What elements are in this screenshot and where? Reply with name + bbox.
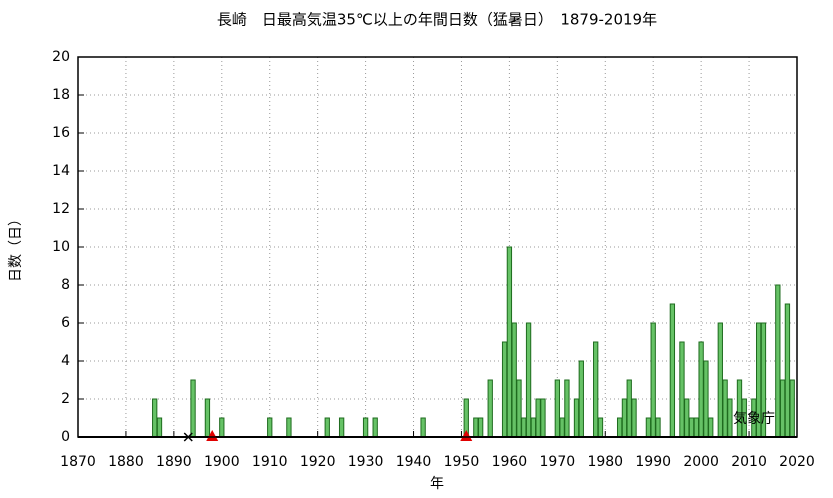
- bar: [784, 303, 791, 438]
- bar: [684, 398, 690, 438]
- bar: [156, 417, 163, 438]
- bar: [501, 341, 508, 438]
- y-axis-label: 日数（日）: [8, 212, 24, 282]
- x-tick-label: 1880: [108, 454, 144, 470]
- bar: [219, 417, 225, 438]
- bar: [593, 341, 599, 438]
- annotation: 気象庁: [733, 411, 775, 427]
- bar: [540, 398, 546, 438]
- bar: [190, 379, 196, 438]
- x-tick-label: 1970: [540, 454, 576, 470]
- x-axis-label: 年: [430, 476, 444, 492]
- bar: [204, 398, 211, 438]
- y-tick-label: 4: [61, 353, 70, 369]
- y-tick-label: 2: [61, 391, 70, 407]
- bar: [521, 417, 527, 438]
- x-tick-label: 2010: [731, 454, 767, 470]
- x-tick-label: 1890: [156, 454, 192, 470]
- x-tick-label: 1900: [204, 454, 240, 470]
- bar: [688, 417, 695, 438]
- y-tick-label: 14: [52, 163, 70, 179]
- bar: [698, 341, 704, 438]
- bar: [473, 417, 479, 438]
- bar: [578, 360, 584, 438]
- bar: [616, 417, 623, 438]
- bar: [511, 322, 517, 438]
- bar: [631, 398, 637, 438]
- x-tick-label: 1910: [252, 454, 288, 470]
- bar: [362, 417, 369, 438]
- x-tick-label: 1870: [60, 454, 96, 470]
- bar: [650, 322, 656, 438]
- y-tick-label: 16: [52, 125, 70, 141]
- y-tick-label: 8: [61, 277, 70, 293]
- x-tick-label: 1980: [587, 454, 623, 470]
- bar: [554, 379, 560, 438]
- bar: [506, 246, 513, 438]
- bar: [420, 417, 426, 438]
- plot-frame: [77, 56, 798, 438]
- bar: [286, 417, 292, 438]
- bar: [655, 417, 661, 438]
- bar: [693, 417, 699, 438]
- x-tick-label: 1950: [444, 454, 480, 470]
- y-tick-label: 20: [52, 49, 70, 65]
- bar: [645, 417, 652, 438]
- x-tick-label: 1960: [492, 454, 528, 470]
- bar: [477, 417, 484, 438]
- y-tick-label: 0: [61, 429, 70, 445]
- bar: [487, 379, 493, 438]
- bar: [775, 284, 781, 438]
- bar: [525, 322, 532, 438]
- x-tick-label: 1940: [396, 454, 432, 470]
- bar: [679, 341, 685, 438]
- bar: [669, 303, 676, 438]
- bar: [573, 398, 580, 438]
- x-tick-label: 1930: [348, 454, 384, 470]
- bar: [703, 360, 709, 438]
- bar: [530, 417, 537, 438]
- bar: [559, 417, 565, 438]
- bar: [324, 417, 330, 438]
- bar: [516, 379, 522, 438]
- x-tick-label: 2000: [683, 454, 719, 470]
- x-tick-label: 1990: [635, 454, 671, 470]
- bar: [564, 379, 570, 438]
- bar: [535, 398, 541, 438]
- bar: [152, 398, 158, 438]
- bar: [372, 417, 378, 438]
- bar: [338, 417, 345, 438]
- bar: [267, 417, 273, 438]
- relocation-marker: [460, 430, 473, 441]
- bar: [621, 398, 628, 438]
- y-tick-label: 10: [52, 239, 70, 255]
- bar: [722, 379, 728, 438]
- y-tick-label: 6: [61, 315, 70, 331]
- x-tick-label: 1920: [300, 454, 336, 470]
- bar: [727, 398, 733, 438]
- x-tick-label: 2020: [779, 454, 815, 470]
- relocation-marker: [206, 430, 219, 441]
- bar: [717, 322, 723, 438]
- bar: [597, 417, 604, 438]
- bar: [708, 417, 714, 438]
- chart-title: 長崎 日最高気温35℃以上の年間日数（猛暑日） 1879-2019年: [217, 11, 657, 29]
- bar: [789, 379, 795, 438]
- bar: [626, 379, 632, 438]
- y-tick-label: 18: [52, 87, 70, 103]
- bar: [779, 379, 786, 438]
- y-tick-label: 12: [52, 201, 70, 217]
- bar: [736, 379, 743, 438]
